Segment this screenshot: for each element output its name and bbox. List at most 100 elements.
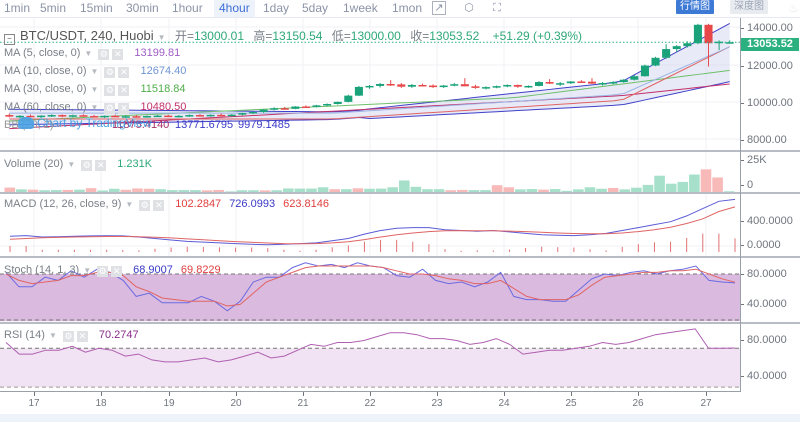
bottom-bar <box>0 414 800 422</box>
macd-title[interactable]: MACD (12, 26, close, 9) <box>4 198 122 210</box>
gear-icon[interactable]: ⚙ <box>104 67 116 78</box>
rsi-axis-label: 80.0000 <box>740 334 787 346</box>
time-label: 19 <box>163 398 175 409</box>
pane-divider[interactable] <box>0 256 800 258</box>
timeframe-5min[interactable]: 5min <box>40 1 67 15</box>
ma10-title[interactable]: MA (10, close, 0) <box>4 65 87 77</box>
timeframe-5day[interactable]: 5day <box>302 1 329 15</box>
time-tick <box>638 392 639 396</box>
chevron-down-icon[interactable]: ▼ <box>90 103 99 112</box>
chevron-down-icon[interactable]: ▼ <box>67 160 76 169</box>
ma30-value: 11518.84 <box>140 83 186 95</box>
stoch-title[interactable]: Stoch (14, 1, 3) <box>4 264 80 276</box>
close-icon[interactable]: ✕ <box>76 331 88 342</box>
close-icon[interactable]: ✕ <box>112 49 124 60</box>
rsi-axis[interactable]: 80.0000 40.0000 <box>740 324 800 392</box>
pane-divider[interactable] <box>0 192 800 194</box>
chevron-down-icon[interactable]: ▼ <box>90 85 99 94</box>
close-icon[interactable]: ✕ <box>153 200 165 211</box>
time-tick <box>706 392 707 396</box>
high-label: 高= <box>253 29 273 43</box>
chevron-down-icon[interactable]: ▼ <box>84 49 93 58</box>
chevron-down-icon[interactable]: ▼ <box>48 331 57 340</box>
time-tick <box>504 392 505 396</box>
close-icon[interactable]: ✕ <box>111 266 123 277</box>
time-tick <box>370 392 371 396</box>
volume-legend: Volume (20) ▼ ⚙ ✕ 1.231K <box>4 157 152 172</box>
ma5-title[interactable]: MA (5, close, 0) <box>4 47 81 59</box>
chevron-down-icon[interactable]: ▼ <box>125 200 134 209</box>
volume-title[interactable]: Volume (20) <box>4 158 64 170</box>
rsi-title[interactable]: RSI (14) <box>4 329 45 341</box>
time-tick <box>169 392 170 396</box>
fullscreen-icon[interactable]: ⛶ <box>493 2 501 14</box>
rsi-chart <box>0 328 740 388</box>
settings-icon[interactable]: ⬡ <box>464 2 474 14</box>
ma5-value: 13199.81 <box>134 47 181 59</box>
close-icon[interactable]: ✕ <box>118 103 130 114</box>
volume-value: 1.231K <box>117 158 153 170</box>
close-icon[interactable]: ✕ <box>118 85 130 96</box>
stoch-legend: Stoch (14, 1, 3) ▼ ⚙ ✕ 68.9007 69.8229 <box>4 263 221 278</box>
gear-icon[interactable]: ⚙ <box>98 49 110 60</box>
timeframe-1day[interactable]: 1day <box>263 1 290 15</box>
collapse-icon[interactable]: − <box>4 34 15 45</box>
change-value: +51.29 (+0.39%) <box>492 29 583 43</box>
stoch-axis-label: 80.0000 <box>740 268 787 280</box>
rsi-pane[interactable] <box>0 324 740 392</box>
kline-view-button[interactable]: 行情图 <box>676 0 714 14</box>
close-icon[interactable]: ✕ <box>95 160 107 171</box>
bb-basis-value: 11875.4140 <box>112 119 170 131</box>
macd-pane[interactable] <box>0 194 740 256</box>
macd-axis[interactable]: 400.0000 0.0000 <box>740 194 800 256</box>
bb-upper-value: 13771.6795 <box>175 119 234 131</box>
stoch-axis[interactable]: 80.0000 40.0000 <box>740 258 800 322</box>
chevron-down-icon[interactable]: ▼ <box>157 33 166 42</box>
pane-divider[interactable] <box>0 322 800 324</box>
price-pane[interactable] <box>0 18 740 150</box>
ma10-legend: MA (10, close, 0) ▼ ⚙ ✕ 12674.40 <box>4 64 186 79</box>
stoch-pane[interactable] <box>0 258 740 322</box>
macd-axis-label: 0.0000 <box>740 239 781 251</box>
ma30-title[interactable]: MA (30, close, 0) <box>4 83 87 95</box>
volume-axis-label: 0 <box>739 179 754 191</box>
gear-icon[interactable]: ⚙ <box>81 160 93 171</box>
chevron-down-icon[interactable]: ▼ <box>90 67 99 76</box>
open-label: 开= <box>174 29 194 43</box>
pane-divider[interactable] <box>0 150 800 152</box>
timeframe-1hour[interactable]: 1hour <box>172 1 203 15</box>
time-tick <box>571 392 572 396</box>
gear-icon[interactable]: ⚙ <box>62 331 74 342</box>
price-axis-label: 12000.00 <box>740 60 793 72</box>
timeframe-30min[interactable]: 30min <box>126 1 159 15</box>
stoch-axis-label: 40.0000 <box>740 298 787 310</box>
gear-icon[interactable]: ⚙ <box>97 266 109 277</box>
price-axis[interactable]: 14000.00 12000.00 10000.00 8000.00 <box>740 18 800 150</box>
depth-view-button[interactable]: 深度图 <box>730 0 768 14</box>
timeframe-4hour[interactable]: 4hour <box>214 0 255 17</box>
price-axis-label: 14000.00 <box>740 22 793 34</box>
time-tick <box>437 392 438 396</box>
macd-chart <box>0 194 740 256</box>
gear-icon[interactable]: ⚙ <box>104 85 116 96</box>
time-label: 22 <box>364 398 376 409</box>
chevron-down-icon[interactable]: ▼ <box>83 266 92 275</box>
timeframe-15min[interactable]: 15min <box>80 1 113 15</box>
timeframe-1mon[interactable]: 1mon <box>392 1 423 15</box>
close-icon[interactable]: ✕ <box>118 67 130 78</box>
time-label: 25 <box>565 398 577 409</box>
volume-pane[interactable] <box>0 152 740 192</box>
time-label: 17 <box>28 398 40 409</box>
tradingview-watermark[interactable]: Chart by TradingView <box>18 116 152 130</box>
ma60-title[interactable]: MA (60, close, 0) <box>4 101 87 113</box>
gear-icon[interactable]: ⚙ <box>104 103 116 114</box>
axis-divider <box>740 18 741 392</box>
indicator-icon[interactable]: ↗ <box>432 1 446 15</box>
timeframe-1min[interactable]: 1min <box>4 1 31 15</box>
timeframe-1week[interactable]: 1week <box>343 1 378 15</box>
close-value: 13053.52 <box>429 29 480 43</box>
flame-icon: ♨ <box>788 1 799 15</box>
volume-axis[interactable]: 25K 0 <box>739 152 800 192</box>
symbol-title[interactable]: BTC/USDT, 240, Huobi <box>20 28 154 43</box>
gear-icon[interactable]: ⚙ <box>139 200 151 211</box>
